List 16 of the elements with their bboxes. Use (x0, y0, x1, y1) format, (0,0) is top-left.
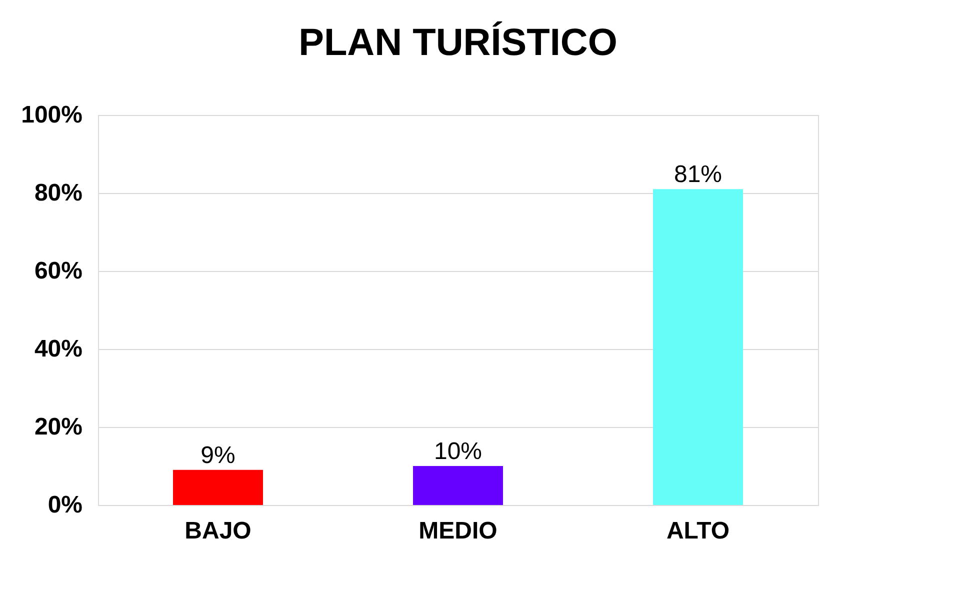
data-label: 81% (674, 161, 722, 188)
bar (653, 189, 743, 505)
y-tick-label: 60% (34, 258, 82, 284)
y-tick-label: 80% (34, 180, 82, 206)
data-label: 10% (434, 438, 482, 465)
bar (173, 470, 263, 505)
y-tick-label: 0% (48, 492, 82, 518)
x-tick-label: BAJO (184, 518, 252, 544)
chart-title: PLAN TURÍSTICO (298, 21, 618, 64)
y-tick-label: 40% (34, 336, 82, 362)
y-tick-label: 100% (21, 102, 82, 128)
bar (413, 466, 503, 505)
x-tick-label: MEDIO (418, 518, 498, 544)
x-tick-label: ALTO (666, 518, 730, 544)
y-tick-label: 20% (34, 414, 82, 440)
data-label: 9% (200, 442, 236, 469)
